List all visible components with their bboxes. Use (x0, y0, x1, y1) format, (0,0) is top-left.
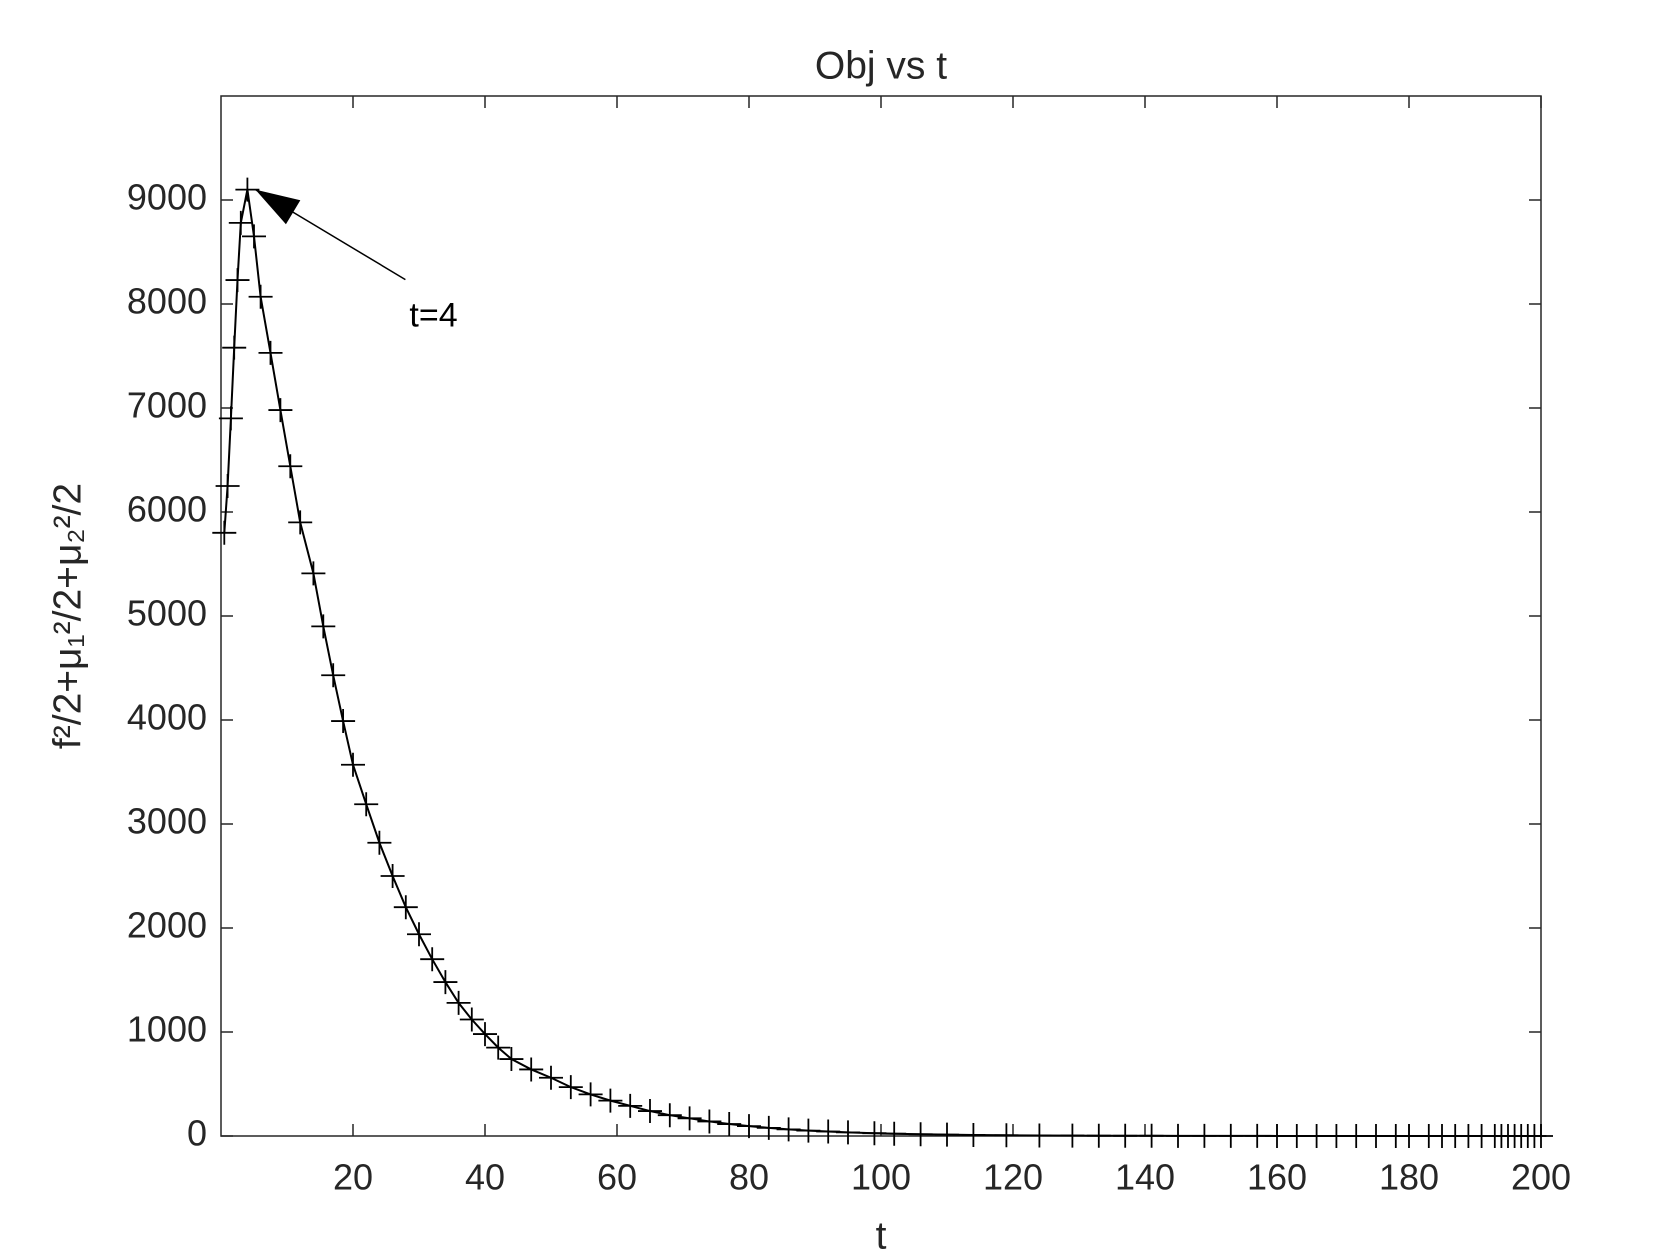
marker (756, 1115, 781, 1140)
marker (882, 1121, 907, 1146)
marker (486, 1035, 511, 1060)
x-tick-label: 180 (1379, 1157, 1439, 1198)
marker (354, 792, 379, 817)
marker (935, 1122, 959, 1147)
marker (228, 210, 253, 235)
marker (222, 335, 247, 360)
marker (459, 1007, 484, 1032)
y-tick-label: 8000 (127, 281, 207, 322)
x-tick-label: 200 (1511, 1157, 1571, 1198)
marker (1192, 1123, 1217, 1148)
x-tick-label: 100 (851, 1157, 911, 1198)
marker (578, 1082, 603, 1107)
marker (737, 1114, 761, 1139)
marker (242, 224, 266, 249)
marker (1027, 1123, 1052, 1148)
x-tick-label: 60 (597, 1157, 637, 1198)
marker (618, 1093, 643, 1118)
marker (961, 1122, 986, 1147)
marker (717, 1112, 742, 1137)
marker (433, 970, 458, 995)
marker (212, 520, 237, 545)
x-axis-label: t (876, 1214, 887, 1257)
marker (258, 340, 283, 365)
x-tick-label: 120 (983, 1157, 1043, 1198)
y-tick-label: 2000 (127, 905, 207, 946)
marker (994, 1123, 1019, 1148)
marker (380, 864, 405, 888)
marker (638, 1099, 662, 1124)
marker (1086, 1123, 1111, 1148)
marker (499, 1047, 524, 1072)
marker (697, 1109, 722, 1134)
marker (420, 947, 445, 972)
y-tick-label: 5000 (127, 593, 207, 634)
marker (393, 895, 418, 920)
marker (1060, 1123, 1085, 1148)
marker (1113, 1123, 1138, 1148)
chart-title: Obj vs t (815, 44, 947, 87)
y-tick-label: 4000 (127, 697, 207, 738)
annotation-arrowhead (255, 189, 301, 225)
marker (836, 1120, 860, 1145)
marker (225, 268, 250, 293)
x-tick-label: 140 (1115, 1157, 1175, 1198)
marker (677, 1106, 702, 1131)
marker (796, 1118, 821, 1143)
marker (311, 614, 336, 639)
y-tick-label: 0 (187, 1113, 207, 1154)
y-tick-label: 1000 (127, 1009, 207, 1050)
y-tick-label: 6000 (127, 489, 207, 530)
marker (473, 1022, 497, 1047)
marker (288, 510, 313, 535)
marker (278, 454, 303, 479)
y-tick-label: 7000 (127, 385, 207, 426)
marker (446, 990, 471, 1015)
marker (657, 1103, 682, 1128)
y-tick-label: 3000 (127, 801, 207, 842)
marker (598, 1088, 623, 1113)
x-tick-label: 20 (333, 1157, 373, 1198)
marker (1139, 1123, 1164, 1148)
marker (301, 561, 326, 586)
marker (1166, 1123, 1190, 1148)
x-tick-label: 160 (1247, 1157, 1307, 1198)
marker (558, 1075, 583, 1100)
marker (519, 1057, 544, 1082)
marker (218, 406, 243, 431)
marker (331, 709, 356, 734)
marker (908, 1122, 933, 1147)
y-axis-label: f²/2+μ₁²/2+μ₂²/2 (46, 483, 89, 749)
marker (1529, 1124, 1553, 1148)
marker (321, 663, 346, 688)
marker (367, 830, 392, 855)
marker (268, 398, 293, 423)
marker (248, 284, 273, 309)
marker (776, 1117, 801, 1142)
x-tick-label: 40 (465, 1157, 505, 1198)
marker (215, 474, 240, 498)
y-tick-label: 9000 (127, 177, 207, 218)
marker (407, 922, 431, 947)
marker (1218, 1123, 1243, 1148)
marker (539, 1065, 563, 1090)
annotation-label: t=4 (409, 297, 457, 335)
x-tick-label: 80 (729, 1157, 769, 1198)
marker (341, 752, 365, 777)
